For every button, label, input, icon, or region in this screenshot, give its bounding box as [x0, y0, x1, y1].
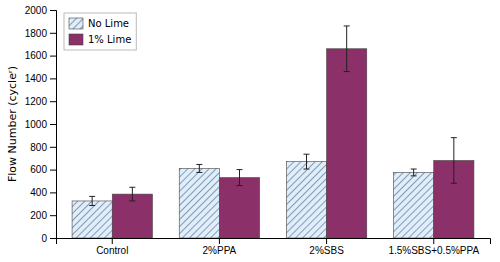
y-tick: 800 — [30, 142, 56, 153]
axis-domain — [50, 11, 57, 239]
x-axis: Control 2%PPA 2%SBS 1.5%SBS+0.5%PPA — [57, 238, 491, 256]
y-tick-mark — [50, 238, 56, 239]
axis-domain — [57, 239, 491, 245]
chart: 0 200 400 600 800 1000 1200 1400 1600 1800 2000 Con… — [0, 0, 500, 262]
y-tick: 600 — [30, 164, 56, 175]
y-tick-label: 1800 — [25, 28, 48, 39]
error-bar — [303, 154, 309, 169]
x-tick: 2%PPA — [203, 238, 237, 256]
y-tick-label: 1200 — [25, 96, 48, 107]
x-tick-mark — [219, 238, 220, 244]
bar — [219, 178, 259, 238]
y-tick-label: 200 — [30, 210, 47, 221]
error-bar — [89, 196, 95, 205]
y-tick: 0 — [41, 233, 56, 244]
y-tick: 400 — [30, 187, 56, 198]
y-tick-label: 2000 — [25, 5, 48, 16]
x-tick: Control — [96, 238, 128, 256]
error-bar-line — [451, 138, 457, 184]
y-tick-mark — [50, 124, 56, 125]
legend-swatch — [69, 18, 83, 29]
y-tick-label: 600 — [30, 164, 47, 175]
y-tick-mark — [50, 147, 56, 148]
y-tick-label: 1400 — [25, 73, 48, 84]
x-tick-mark — [326, 238, 327, 244]
y-tick-label: 800 — [30, 142, 47, 153]
legend-swatch — [69, 34, 83, 45]
error-bar — [196, 164, 202, 172]
error-bar — [411, 169, 417, 176]
x-tick-label: 1.5%SBS+0.5%PPA — [388, 245, 479, 256]
error-bar-line — [344, 26, 350, 72]
y-tick-label: 1600 — [25, 50, 48, 61]
x-tick: 1.5%SBS+0.5%PPA — [388, 238, 479, 256]
y-tick: 1400 — [25, 73, 56, 84]
y-axis: 0 200 400 600 800 1000 1200 1400 1600 1800 2000 — [25, 5, 57, 244]
x-tick: 2%SBS — [309, 238, 344, 256]
y-tick-label: 400 — [30, 187, 47, 198]
plot: 0 200 400 600 800 1000 1200 1400 1600 1800 2000 Con… — [25, 5, 491, 256]
error-bar — [451, 138, 457, 184]
legend-label: 1% Lime — [88, 34, 131, 45]
y-tick: 2000 — [25, 5, 56, 16]
error-bar-line — [129, 187, 135, 201]
y-tick: 1600 — [25, 50, 56, 61]
marks — [72, 26, 474, 238]
y-tick-mark — [50, 10, 56, 11]
y-tick-mark — [50, 170, 56, 171]
y-tick: 1800 — [25, 28, 56, 39]
error-bar-line — [303, 154, 309, 169]
x-tick-label: 2%PPA — [203, 245, 237, 256]
error-bar-line — [196, 164, 202, 172]
bar — [72, 201, 112, 238]
y-axis-title: Flow Number (cycleʳ) — [6, 66, 19, 182]
series — [112, 26, 474, 238]
y-tick-mark — [50, 78, 56, 79]
x-tick-label: 2%SBS — [309, 245, 344, 256]
legend-frame — [64, 13, 136, 50]
y-tick-mark — [50, 33, 56, 34]
bar — [179, 168, 219, 238]
y-tick-label: 1000 — [25, 119, 48, 130]
y-tick-label: 0 — [41, 233, 47, 244]
y-tick: 200 — [30, 210, 56, 221]
y-tick: 1200 — [25, 96, 56, 107]
bar — [286, 162, 326, 238]
bar — [327, 49, 367, 238]
y-tick-mark — [50, 192, 56, 193]
error-bar-line — [237, 170, 243, 186]
bar — [394, 172, 434, 238]
error-bar-line — [89, 196, 95, 205]
error-bar-line — [411, 169, 417, 176]
x-tick-mark — [112, 238, 113, 244]
x-tick-mark — [433, 238, 434, 244]
legend-item: No Lime — [69, 18, 129, 29]
series — [72, 154, 434, 238]
y-tick: 1000 — [25, 119, 56, 130]
legend-label: No Lime — [88, 18, 129, 29]
legend: No Lime 1% Lime — [64, 13, 136, 50]
y-tick-mark — [50, 56, 56, 57]
error-bar — [344, 26, 350, 72]
y-tick-mark — [50, 101, 56, 102]
error-bar — [237, 170, 243, 186]
legend-item: 1% Lime — [69, 34, 131, 45]
y-tick-mark — [50, 215, 56, 216]
error-bar — [129, 187, 135, 201]
x-tick-label: Control — [96, 245, 128, 256]
